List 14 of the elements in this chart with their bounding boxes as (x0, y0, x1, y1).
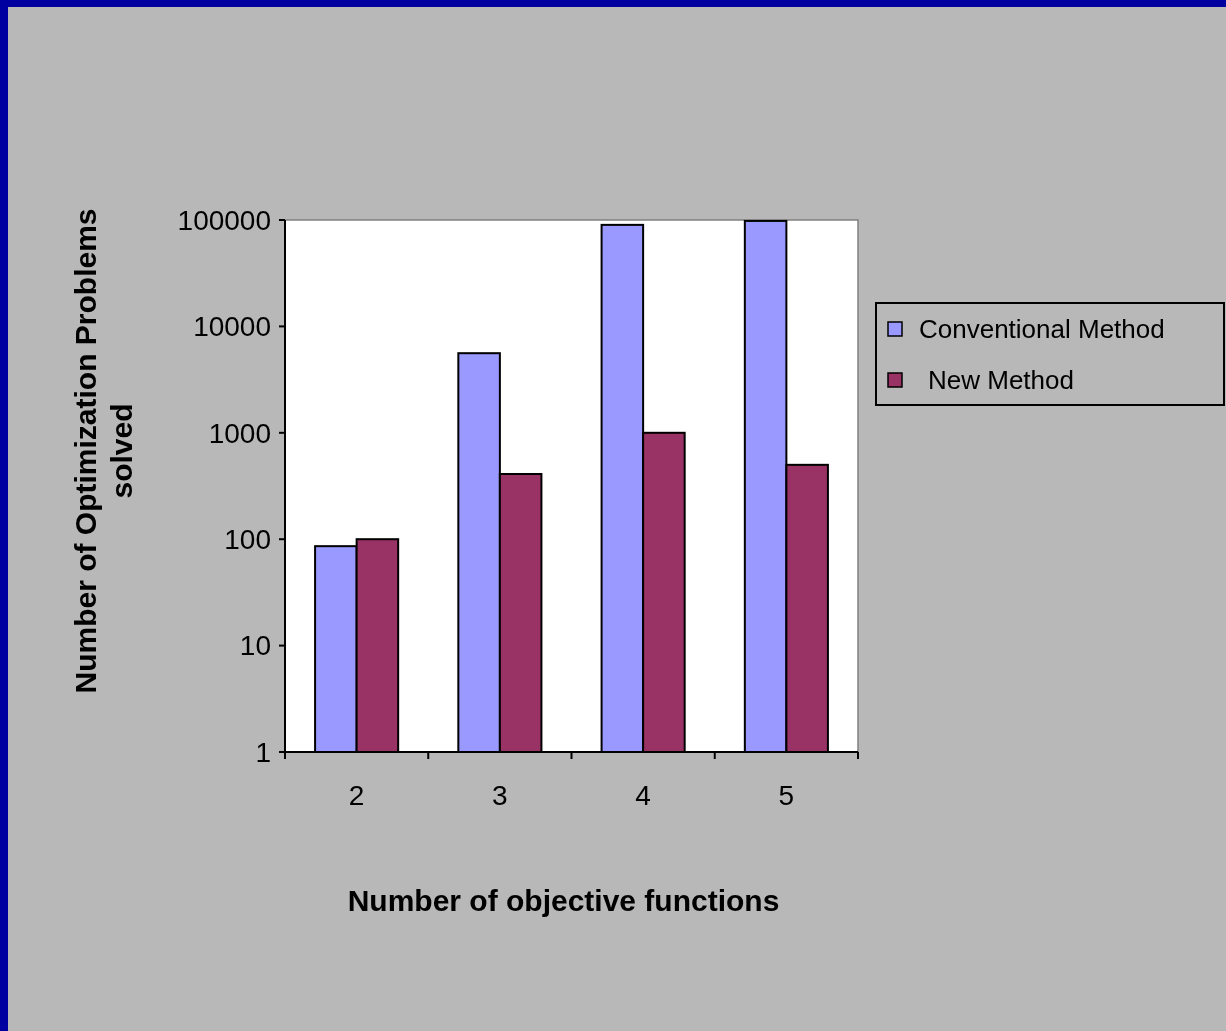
y-tick-label: 100 (224, 524, 271, 555)
x-tick-label: 3 (492, 780, 508, 811)
y-tick-label: 100000 (177, 204, 271, 236)
x-tick-label: 4 (635, 780, 651, 811)
y-tick-label: 1000 (208, 417, 271, 449)
y-tick-label: 10 (239, 630, 271, 662)
legend-label: New Method (928, 365, 1074, 396)
legend-label: Conventional Method (919, 314, 1165, 345)
x-tick-label: 2 (348, 780, 365, 811)
y-tick-label: 1 (255, 736, 271, 768)
y-tick-label: 10000 (193, 311, 271, 343)
y-axis-title: Number of Optimization Problems solved (69, 208, 138, 694)
x-axis-title: Number of objective functions (347, 884, 780, 917)
x-tick-label: 5 (778, 780, 795, 811)
